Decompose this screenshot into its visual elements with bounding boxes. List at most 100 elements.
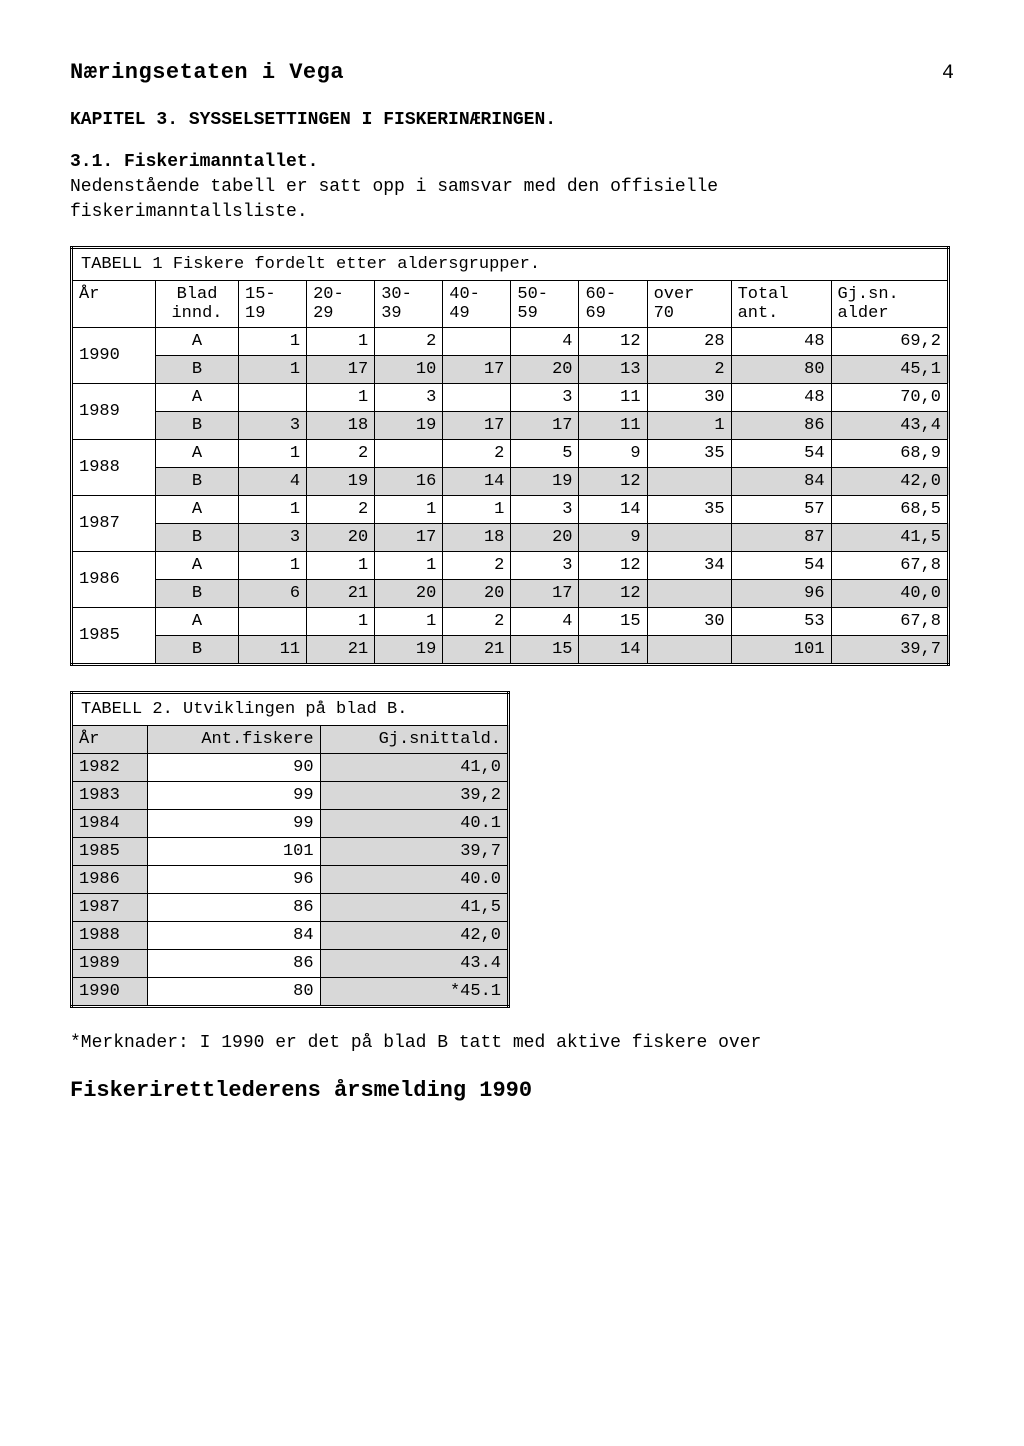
data-cell: 19 xyxy=(307,467,375,495)
page-title: Næringsetaten i Vega xyxy=(70,60,344,85)
table-2-header-row: ÅrAnt.fiskereGj.snittald. xyxy=(72,725,509,753)
data-cell xyxy=(443,327,511,355)
data-cell: 19 xyxy=(375,635,443,664)
data-cell: 12 xyxy=(579,579,647,607)
table-row: 19898643.4 xyxy=(72,949,509,977)
table-1-col-3: 20-29 xyxy=(307,280,375,327)
year-cell: 1984 xyxy=(72,809,148,837)
table-1-header-row: ÅrBladinnd.15-1920-2930-3940-4950-5960-6… xyxy=(72,280,949,327)
data-cell: 10 xyxy=(375,355,443,383)
table-1-col-1: Bladinnd. xyxy=(156,280,239,327)
data-cell: 70,0 xyxy=(831,383,948,411)
table-row: B419161419128442,0 xyxy=(72,467,949,495)
data-cell: 4 xyxy=(239,467,307,495)
data-cell: 69,2 xyxy=(831,327,948,355)
data-cell: 12 xyxy=(579,327,647,355)
data-cell: 17 xyxy=(511,411,579,439)
data-cell: 48 xyxy=(731,327,831,355)
data-cell: 80 xyxy=(731,355,831,383)
data-cell: 15 xyxy=(579,607,647,635)
data-cell: 96 xyxy=(731,579,831,607)
data-cell: 20 xyxy=(511,355,579,383)
data-cell: 16 xyxy=(375,467,443,495)
data-cell: 4 xyxy=(511,327,579,355)
data-cell xyxy=(375,439,443,467)
data-cell: 54 xyxy=(731,551,831,579)
data-cell: 1 xyxy=(239,495,307,523)
data-cell: 20 xyxy=(307,523,375,551)
data-cell: 9 xyxy=(579,439,647,467)
data-cell: 53 xyxy=(731,607,831,635)
ant-cell: 86 xyxy=(147,949,320,977)
data-cell: 68,9 xyxy=(831,439,948,467)
data-cell: 1 xyxy=(307,551,375,579)
data-cell: 1 xyxy=(239,439,307,467)
table-row: 19829041,0 xyxy=(72,753,509,781)
data-cell xyxy=(647,635,731,664)
data-cell: 1 xyxy=(443,495,511,523)
blad-cell: B xyxy=(156,467,239,495)
data-cell: 67,8 xyxy=(831,551,948,579)
data-cell: 2 xyxy=(647,355,731,383)
table-1: TABELL 1 Fiskere fordelt etter aldersgru… xyxy=(70,246,950,666)
data-cell: 2 xyxy=(443,439,511,467)
ant-cell: 84 xyxy=(147,921,320,949)
data-cell: 12 xyxy=(579,551,647,579)
blad-cell: A xyxy=(156,607,239,635)
data-cell: 19 xyxy=(375,411,443,439)
section-intro: 3.1. Fiskerimanntallet. Nedenstående tab… xyxy=(70,150,954,226)
data-cell: 41,5 xyxy=(831,523,948,551)
gj-cell: 39,2 xyxy=(320,781,508,809)
table-1-col-9: Totalant. xyxy=(731,280,831,327)
header-line: Næringsetaten i Vega 4 xyxy=(70,60,954,85)
data-cell: 17 xyxy=(307,355,375,383)
blad-cell: B xyxy=(156,635,239,664)
data-cell: 13 xyxy=(579,355,647,383)
gj-cell: 42,0 xyxy=(320,921,508,949)
year-cell: 1985 xyxy=(72,607,156,664)
data-cell: 2 xyxy=(307,439,375,467)
gj-cell: *45.1 xyxy=(320,977,508,1006)
year-cell: 1987 xyxy=(72,495,156,551)
data-cell xyxy=(647,523,731,551)
table-row: 19888442,0 xyxy=(72,921,509,949)
table-2-caption: TABELL 2. Utviklingen på blad B. xyxy=(72,692,509,725)
year-cell: 1982 xyxy=(72,753,148,781)
year-cell: 1989 xyxy=(72,949,148,977)
data-cell: 87 xyxy=(731,523,831,551)
table-row: B32017182098741,5 xyxy=(72,523,949,551)
data-cell: 1 xyxy=(239,551,307,579)
gj-cell: 41,5 xyxy=(320,893,508,921)
data-cell xyxy=(239,383,307,411)
section-body: Nedenstående tabell er satt opp i samsva… xyxy=(70,177,718,222)
section-number-title: 3.1. Fiskerimanntallet. xyxy=(70,152,318,172)
data-cell: 39,7 xyxy=(831,635,948,664)
data-cell: 3 xyxy=(239,523,307,551)
ant-cell: 96 xyxy=(147,865,320,893)
blad-cell: B xyxy=(156,355,239,383)
data-cell: 1 xyxy=(239,355,307,383)
data-cell: 20 xyxy=(511,523,579,551)
data-cell: 4 xyxy=(511,607,579,635)
data-cell: 20 xyxy=(443,579,511,607)
data-cell: 14 xyxy=(579,495,647,523)
data-cell: 17 xyxy=(443,411,511,439)
table-2-col-2: Gj.snittald. xyxy=(320,725,508,753)
table-row: 198510139,7 xyxy=(72,837,509,865)
data-cell: 3 xyxy=(511,551,579,579)
ant-cell: 99 xyxy=(147,781,320,809)
table-row: 199080*45.1 xyxy=(72,977,509,1006)
blad-cell: A xyxy=(156,327,239,355)
data-cell: 1 xyxy=(647,411,731,439)
table-row: 19869640.0 xyxy=(72,865,509,893)
year-cell: 1987 xyxy=(72,893,148,921)
data-cell: 2 xyxy=(307,495,375,523)
data-cell: 5 xyxy=(511,439,579,467)
gj-cell: 39,7 xyxy=(320,837,508,865)
gj-cell: 41,0 xyxy=(320,753,508,781)
blad-cell: A xyxy=(156,495,239,523)
table-2: TABELL 2. Utviklingen på blad B. ÅrAnt.f… xyxy=(70,691,510,1008)
data-cell: 3 xyxy=(511,383,579,411)
data-cell: 84 xyxy=(731,467,831,495)
blad-cell: A xyxy=(156,439,239,467)
